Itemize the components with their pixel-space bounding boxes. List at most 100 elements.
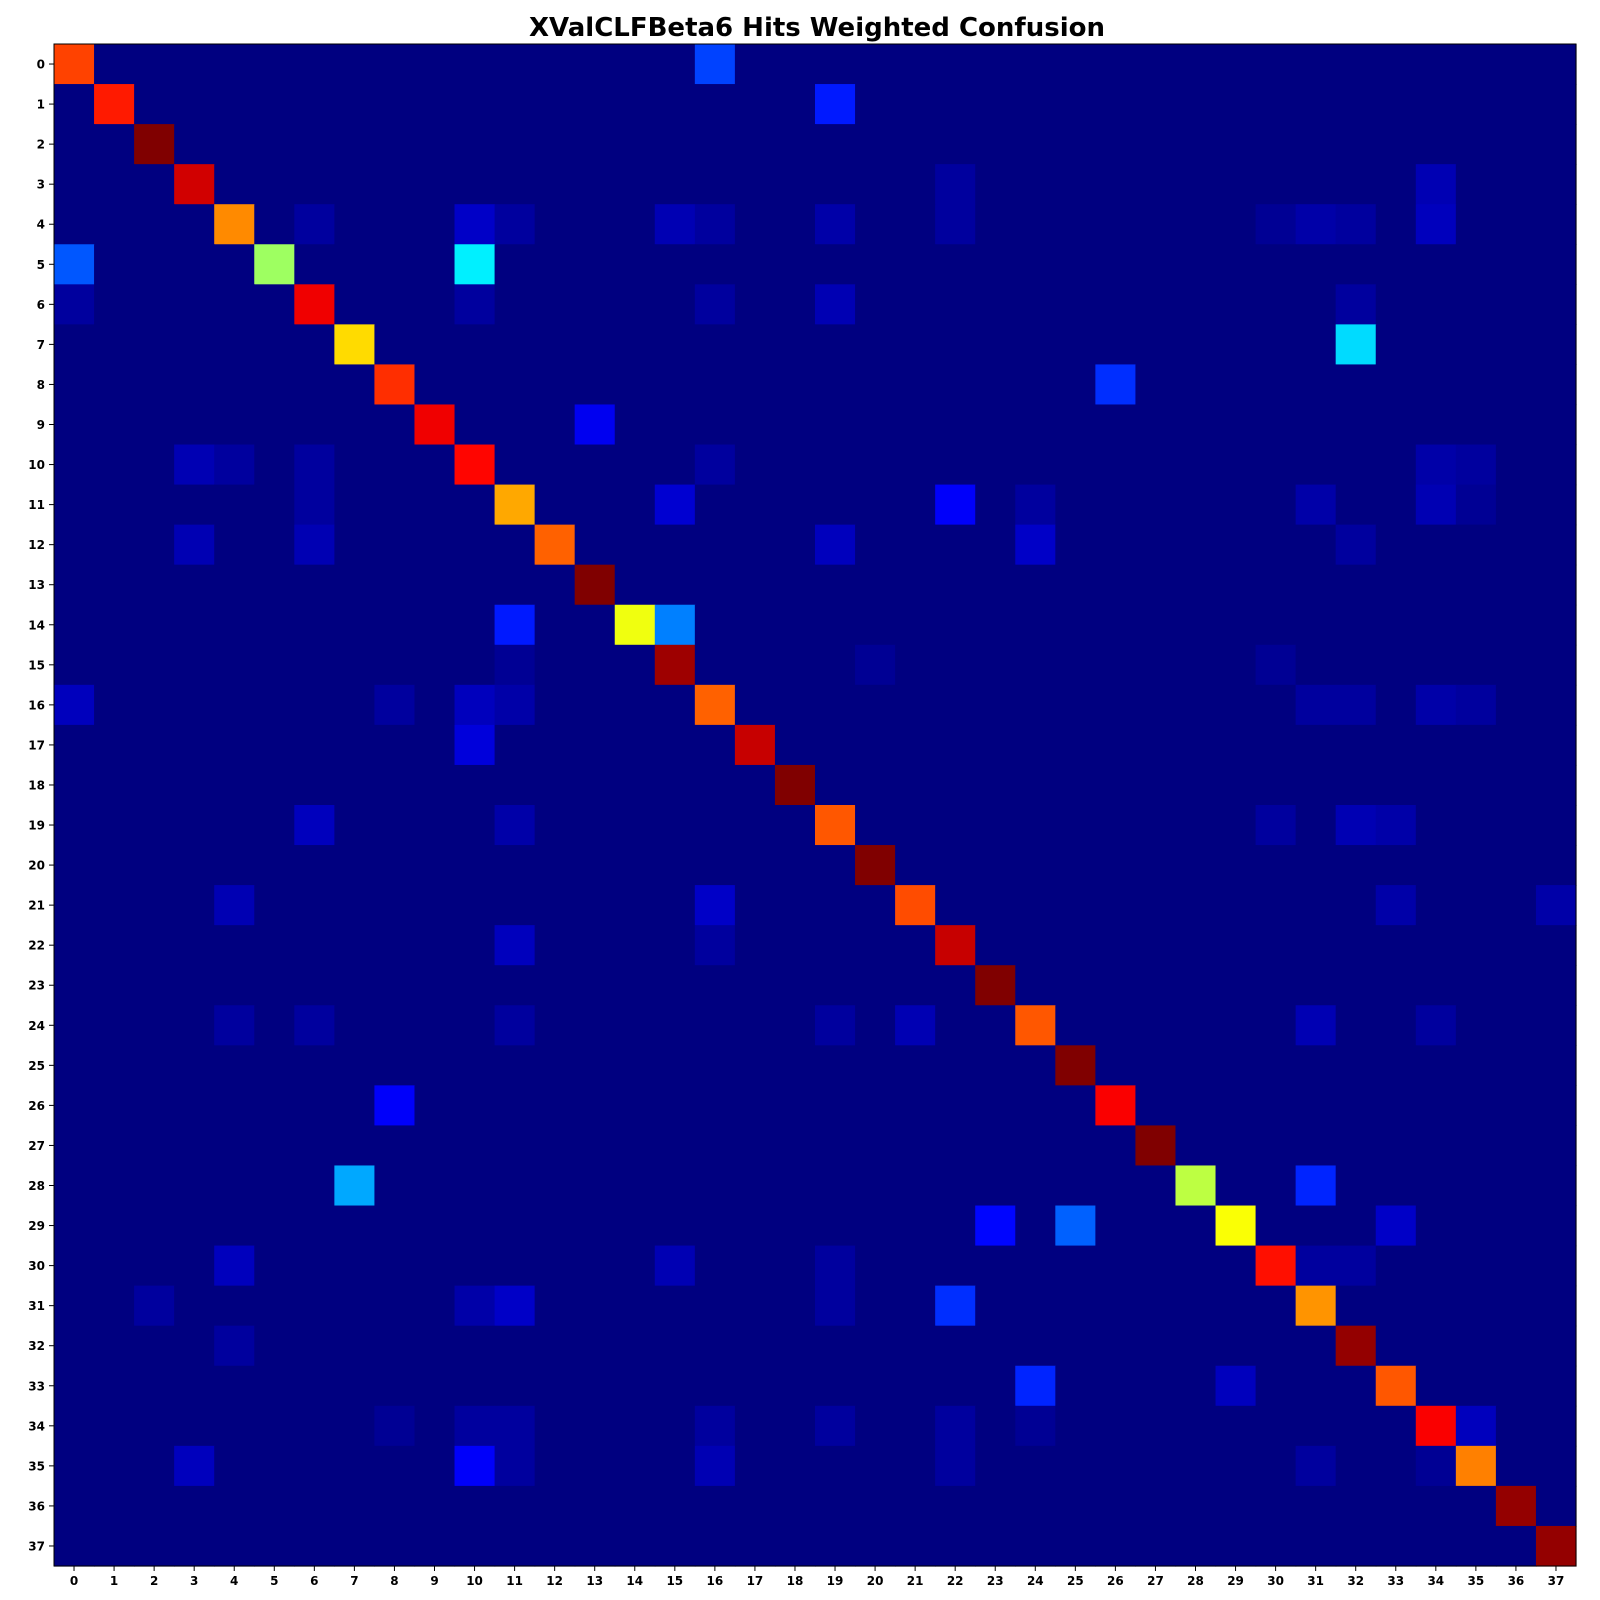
heatmap-cell — [1015, 284, 1056, 325]
heatmap-cell — [454, 1245, 496, 1287]
heatmap-cell — [1095, 1485, 1137, 1527]
heatmap-cell — [815, 1125, 856, 1167]
heatmap-cell — [534, 1365, 576, 1407]
heatmap-cell — [574, 1045, 616, 1086]
heatmap-cell — [1055, 1245, 1096, 1287]
heatmap-cell — [855, 1325, 896, 1367]
heatmap-cell — [815, 164, 856, 205]
heatmap-cell — [1175, 124, 1217, 165]
heatmap-cell — [1335, 764, 1377, 806]
heatmap-cell — [855, 1245, 896, 1287]
heatmap-cell — [694, 1245, 736, 1287]
heatmap-cell — [1215, 925, 1257, 966]
heatmap-cell — [534, 364, 576, 406]
heatmap-cell — [1415, 885, 1457, 926]
heatmap-cell — [654, 524, 696, 566]
heatmap-cell — [174, 364, 215, 406]
heatmap-cell — [734, 484, 776, 526]
y-tick-label: 23 — [28, 979, 45, 993]
heatmap-cell — [294, 524, 335, 566]
heatmap-cell — [1175, 1365, 1217, 1407]
heatmap-cell — [614, 724, 656, 766]
heatmap-cell — [1215, 1125, 1257, 1167]
heatmap-cell — [1295, 364, 1337, 406]
heatmap-cell — [94, 1125, 135, 1167]
heatmap-cell — [1255, 324, 1297, 366]
heatmap-cell — [1095, 404, 1137, 446]
heatmap-cell — [214, 1005, 255, 1046]
heatmap-cell — [1535, 324, 1577, 366]
heatmap-cell — [614, 284, 656, 325]
plot-frame — [53, 43, 1577, 1567]
heatmap-cell — [294, 684, 335, 726]
x-tick-label: 28 — [1187, 1574, 1204, 1588]
y-tick-label: 21 — [28, 899, 45, 913]
heatmap-cell — [1095, 1325, 1137, 1367]
heatmap-cell — [94, 1325, 135, 1367]
heatmap-cell — [534, 1325, 576, 1367]
heatmap-cell — [1215, 1165, 1257, 1207]
heatmap-cell — [1295, 644, 1337, 686]
heatmap-cell — [94, 1245, 135, 1287]
heatmap-cell — [1295, 124, 1337, 165]
heatmap-cell — [1175, 1085, 1217, 1127]
heatmap-cell — [174, 925, 215, 966]
heatmap-cell — [1495, 1485, 1537, 1527]
x-tick-label: 5 — [270, 1574, 278, 1588]
heatmap-cell — [134, 1005, 175, 1046]
heatmap-cell — [1455, 204, 1497, 245]
heatmap-cell — [1335, 1405, 1377, 1447]
heatmap-cell — [1255, 1525, 1297, 1567]
heatmap-cell — [1535, 524, 1577, 566]
heatmap-cell — [1455, 44, 1497, 85]
heatmap-cell — [654, 845, 696, 886]
heatmap-cell — [614, 644, 656, 686]
heatmap-cell — [1335, 444, 1377, 486]
heatmap-cell — [374, 1125, 416, 1167]
heatmap-cell — [1375, 1125, 1417, 1167]
heatmap-cell — [1295, 1325, 1337, 1367]
heatmap-cell — [975, 404, 1016, 446]
heatmap-cell — [1095, 805, 1137, 846]
heatmap-cell — [294, 1485, 335, 1527]
heatmap-cell — [1015, 684, 1056, 726]
heatmap-cell — [935, 805, 976, 846]
x-tick-label: 14 — [626, 1574, 643, 1588]
heatmap-cell — [174, 845, 215, 886]
heatmap-cell — [374, 965, 416, 1006]
heatmap-cell — [855, 364, 896, 406]
heatmap-cell — [1455, 1245, 1497, 1287]
heatmap-cell — [895, 244, 936, 285]
heatmap-cell — [815, 244, 856, 285]
heatmap-cell — [1535, 364, 1577, 406]
heatmap-cell — [1335, 965, 1377, 1006]
heatmap-cell — [1455, 1085, 1497, 1127]
heatmap-cell — [1335, 1005, 1377, 1046]
heatmap-cell — [654, 484, 696, 526]
heatmap-cell — [1055, 524, 1096, 566]
heatmap-cell — [494, 1325, 536, 1367]
heatmap-cell — [454, 644, 496, 686]
heatmap-cell — [1055, 925, 1096, 966]
heatmap-cell — [1415, 1005, 1457, 1046]
heatmap-cell — [1135, 244, 1177, 285]
y-tick-label: 31 — [28, 1299, 45, 1313]
heatmap-cell — [855, 124, 896, 165]
heatmap-cell — [534, 1285, 576, 1327]
heatmap-cell — [334, 965, 376, 1006]
heatmap-cell — [774, 1285, 816, 1327]
heatmap-cell — [1215, 1405, 1257, 1447]
heatmap-cell — [294, 1405, 335, 1447]
heatmap-cell — [1415, 444, 1457, 486]
heatmap-cell — [1535, 1365, 1577, 1407]
heatmap-cell — [1375, 44, 1417, 85]
x-tick-label: 31 — [1307, 1574, 1324, 1588]
heatmap-cell — [935, 1285, 976, 1327]
heatmap-cell — [895, 1365, 936, 1407]
heatmap-cell — [1175, 1125, 1217, 1167]
heatmap-cell — [935, 44, 976, 85]
heatmap-cell — [294, 284, 335, 325]
heatmap-cell — [815, 1045, 856, 1086]
y-tick-label: 15 — [28, 658, 45, 672]
heatmap-cell — [1455, 324, 1497, 366]
